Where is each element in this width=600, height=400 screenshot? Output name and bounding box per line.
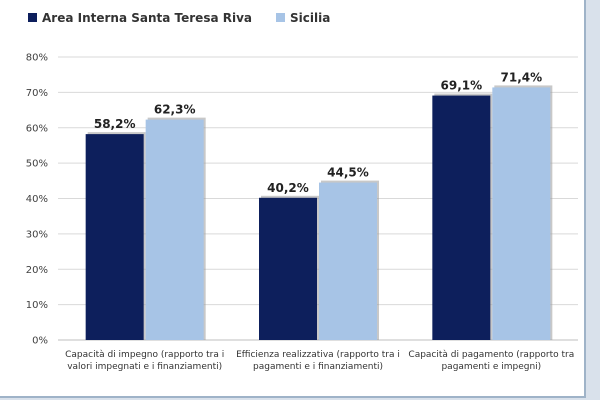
y-tick-label: 50% <box>26 159 48 170</box>
legend: Area Interna Santa Teresa Riva Sicilia <box>28 11 330 25</box>
bar-data-label: 44,5% <box>327 166 369 180</box>
y-tick-label: 40% <box>26 194 48 205</box>
legend-swatch <box>276 13 285 22</box>
y-tick-label: 10% <box>26 300 48 311</box>
bar-data-label: 69,1% <box>441 79 483 93</box>
x-axis-categories: Capacità di impegno (rapporto tra i valor… <box>65 350 574 372</box>
bar-area-interna <box>85 134 144 340</box>
bar-area-interna <box>432 95 491 340</box>
legend-label: Sicilia <box>290 11 330 25</box>
x-category-label: Capacità di pagamento (rapporto tra pagam… <box>408 350 574 372</box>
y-tick-label: 70% <box>26 88 48 99</box>
y-tick-label: 30% <box>26 229 48 240</box>
x-category-label: Capacità di impegno (rapporto tra i valor… <box>65 350 224 372</box>
bar-area-interna <box>259 197 317 340</box>
bar-data-label: 58,2% <box>94 117 136 131</box>
bar-sicilia <box>492 87 551 340</box>
bar-sicilia <box>319 182 377 340</box>
bar-data-label: 71,4% <box>501 70 543 84</box>
y-tick-label: 60% <box>26 123 48 134</box>
y-tick-label: 80% <box>26 53 48 64</box>
y-tick-label: 0% <box>32 336 48 347</box>
data-labels: 58,2% 40,2% 69,1% 62,3% 44,5% 71,4% <box>94 70 542 194</box>
chart-panel: 0% 10% 20% 30% 40% 50% 60% 70% 80% 58,2% 40,2% 69,… <box>0 0 586 398</box>
bars <box>85 85 553 341</box>
legend-swatch <box>28 13 37 22</box>
bar-data-label: 40,2% <box>267 181 309 195</box>
bar-sicilia <box>145 119 204 341</box>
bar-data-label: 62,3% <box>154 103 196 117</box>
legend-label: Area Interna Santa Teresa Riva <box>42 11 252 25</box>
bar-chart: 0% 10% 20% 30% 40% 50% 60% 70% 80% 58,2% 40,2% 69,… <box>26 11 578 372</box>
y-tick-label: 20% <box>26 265 48 276</box>
